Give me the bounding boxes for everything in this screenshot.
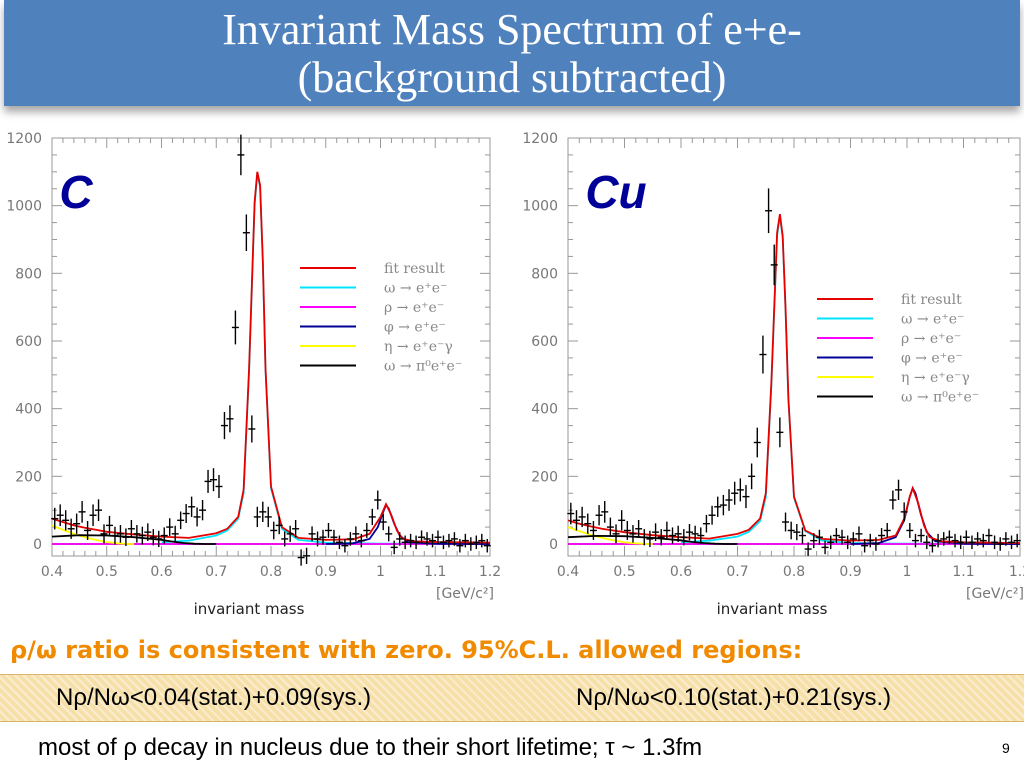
- legend-label: ω → π⁰e⁺e⁻: [901, 390, 979, 406]
- y-tick-label: 1200: [6, 131, 42, 147]
- y-tick-label: 1200: [522, 131, 558, 147]
- x-axis-unit: [GeV/c²]: [436, 586, 494, 602]
- legend-label: fit result: [901, 292, 962, 308]
- limit-copper: Nρ/Nω<0.10(stat.)+0.21(sys.): [576, 684, 892, 711]
- x-tick-label: 1.2: [1009, 564, 1024, 580]
- legend-label: ω → e⁺e⁻: [901, 312, 964, 328]
- y-tick-label: 400: [15, 402, 42, 418]
- x-tick-label: 0.8: [783, 564, 805, 580]
- x-tick-label: 0.4: [557, 564, 579, 580]
- x-tick-label: 0.6: [670, 564, 692, 580]
- slide-title-line2: (background subtracted): [297, 53, 727, 102]
- legend-label: η → e⁺e⁻γ: [901, 370, 970, 386]
- fit-curve: [51, 534, 217, 545]
- legend-label: η → e⁺e⁻γ: [384, 339, 453, 355]
- legend-label: ω → e⁺e⁻: [384, 281, 447, 297]
- legend-label: ω → π⁰e⁺e⁻: [384, 359, 462, 375]
- x-tick-label: 1: [903, 564, 912, 580]
- x-tick-label: 1.2: [479, 564, 501, 580]
- x-tick-label: 0.6: [150, 564, 172, 580]
- page-number: 9: [1002, 740, 1010, 756]
- slide-title-line1: Invariant Mass Spectrum of e+e-: [222, 5, 802, 54]
- y-tick-label: 1000: [522, 199, 558, 215]
- title-banner: Invariant Mass Spectrum of e+e- (backgro…: [4, 0, 1020, 106]
- y-tick-label: 0: [549, 537, 558, 553]
- x-axis-label: invariant mass: [717, 600, 828, 618]
- y-tick-label: 800: [531, 266, 558, 282]
- x-axis-unit: [GeV/c²]: [966, 586, 1024, 602]
- y-tick-label: 200: [15, 469, 42, 485]
- panel-label: C: [59, 166, 93, 218]
- x-tick-label: 1.1: [424, 564, 446, 580]
- legend-label: ρ → e⁺e⁻: [901, 331, 961, 347]
- y-tick-label: 200: [531, 469, 558, 485]
- x-tick-label: 1: [376, 564, 385, 580]
- y-tick-label: 600: [15, 334, 42, 350]
- legend-label: ρ → e⁺e⁻: [384, 300, 444, 316]
- legend-label: fit result: [384, 261, 445, 277]
- legend-label: φ → e⁺e⁻: [384, 320, 446, 336]
- chart-copper: 0 200 400 600 800 1000 1200 0.4 0.5 0.6 0.7 0.8 0.9 1…: [522, 131, 1024, 618]
- fit-curve: [51, 171, 491, 544]
- x-tick-label: 0.8: [260, 564, 282, 580]
- x-tick-label: 0.7: [726, 564, 748, 580]
- x-tick-label: 1.1: [952, 564, 974, 580]
- chart-carbon: 0 200 400 600 800 1000 1200 0.4 0.5 0.6 0.7 0.8 0.9 1…: [6, 131, 501, 618]
- legend-label: φ → e⁺e⁻: [901, 351, 963, 367]
- y-tick-label: 800: [15, 266, 42, 282]
- x-tick-label: 0.5: [96, 564, 118, 580]
- x-tick-label: 0.9: [315, 564, 337, 580]
- x-axis-label: invariant mass: [194, 600, 305, 618]
- x-tick-label: 0.4: [41, 564, 63, 580]
- y-tick-label: 1000: [6, 199, 42, 215]
- limit-carbon: Nρ/Nω<0.04(stat.)+0.09(sys.): [56, 684, 372, 711]
- panel-label: Cu: [585, 166, 646, 218]
- y-tick-label: 600: [531, 334, 558, 350]
- lifetime-note: most of ρ decay in nucleus due to their …: [38, 734, 703, 761]
- y-tick-label: 0: [33, 537, 42, 553]
- fit-curve: [51, 524, 135, 545]
- y-tick-label: 400: [531, 402, 558, 418]
- limits-box: Nρ/Nω<0.04(stat.)+0.09(sys.) Nρ/Nω<0.10(…: [0, 674, 1024, 722]
- ratio-statement: ρ/ω ratio is consistent with zero. 95%C.…: [10, 636, 803, 664]
- x-tick-label: 0.7: [205, 564, 227, 580]
- fit-curve: [567, 526, 653, 545]
- x-tick-label: 0.9: [839, 564, 861, 580]
- x-tick-label: 0.5: [613, 564, 635, 580]
